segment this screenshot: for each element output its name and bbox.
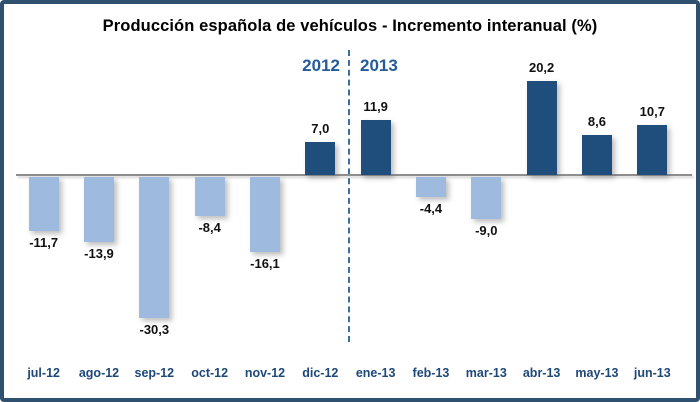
bars-container: -11,7 -13,9 -30,3 -8,4 -16,1 7,0 11,9 -4,4 -9,0 2…	[16, 4, 680, 398]
bar	[83, 177, 114, 242]
month-label-oct-12: oct-12	[191, 366, 229, 380]
bar	[139, 177, 170, 318]
bar-value-label: -13,9	[84, 245, 114, 261]
bar-column: -13,9	[71, 4, 126, 398]
bar	[360, 119, 391, 175]
month-label-feb-13: feb-13	[412, 366, 450, 380]
year-divider-dashed-line	[348, 50, 350, 342]
bar-value-label: 7,0	[311, 121, 330, 137]
month-label-jul-12: jul-12	[27, 366, 60, 380]
bar-value-label: -8,4	[198, 220, 221, 236]
bar	[471, 177, 502, 219]
bar-column: 8,6	[569, 4, 624, 398]
month-label-ago-12: ago-12	[78, 366, 120, 380]
bar	[637, 125, 668, 175]
bar-value-label: -16,1	[250, 255, 280, 271]
bar-column: 7,0	[293, 4, 348, 398]
month-label-abr-13: abr-13	[522, 366, 561, 380]
bar-column: 20,2	[514, 4, 569, 398]
bar-value-label: 11,9	[363, 98, 388, 114]
bar	[526, 81, 557, 175]
chart-title: Producción española de vehículos - Incre…	[102, 17, 598, 35]
bar	[305, 142, 336, 175]
bar	[581, 135, 612, 175]
bar-value-label: -9,0	[475, 222, 498, 238]
month-label-dic-12: dic-12	[302, 366, 339, 380]
year-label-2012: 2012	[302, 56, 340, 75]
bar-value-label: -4,4	[419, 201, 443, 217]
bar	[249, 177, 280, 252]
bar-column: -11,7	[16, 4, 71, 398]
month-label-nov-12: nov-12	[244, 366, 286, 380]
bar-value-label: 20,2	[528, 60, 555, 76]
bar	[415, 177, 446, 198]
month-label-ene-13: ene-13	[355, 366, 396, 380]
month-label-jun-13: jun-13	[633, 366, 671, 380]
bar-value-label: 10,7	[639, 104, 665, 120]
bar-column: -30,3	[127, 4, 182, 398]
bar-value-label: -11,7	[29, 235, 59, 251]
bar	[194, 177, 225, 217]
plot-area: 2012 2013 -11,7 -13,9 -30,3 -8,4 -16,1 7,0 11,…	[4, 4, 696, 398]
month-axis-labels: jul-12 ago-12 sep-12 oct-12 nov-12 dic-12 ene-…	[16, 366, 680, 388]
bar-column: 11,9	[348, 4, 403, 398]
bar-column: 10,7	[625, 4, 680, 398]
month-label-may-13: may-13	[575, 366, 619, 380]
bar-column: -16,1	[237, 4, 292, 398]
month-label-sep-12: sep-12	[134, 366, 175, 380]
bar-column: -4,4	[403, 4, 458, 398]
year-label-2013: 2013	[360, 56, 398, 75]
bar-column: -8,4	[182, 4, 237, 398]
zero-axis-line	[16, 174, 692, 176]
bar-value-label: -30,3	[139, 321, 170, 337]
bar-value-label: 8,6	[587, 114, 606, 129]
bar-column: -9,0	[459, 4, 514, 398]
month-label-mar-13: mar-13	[465, 366, 507, 380]
bar	[28, 177, 59, 232]
